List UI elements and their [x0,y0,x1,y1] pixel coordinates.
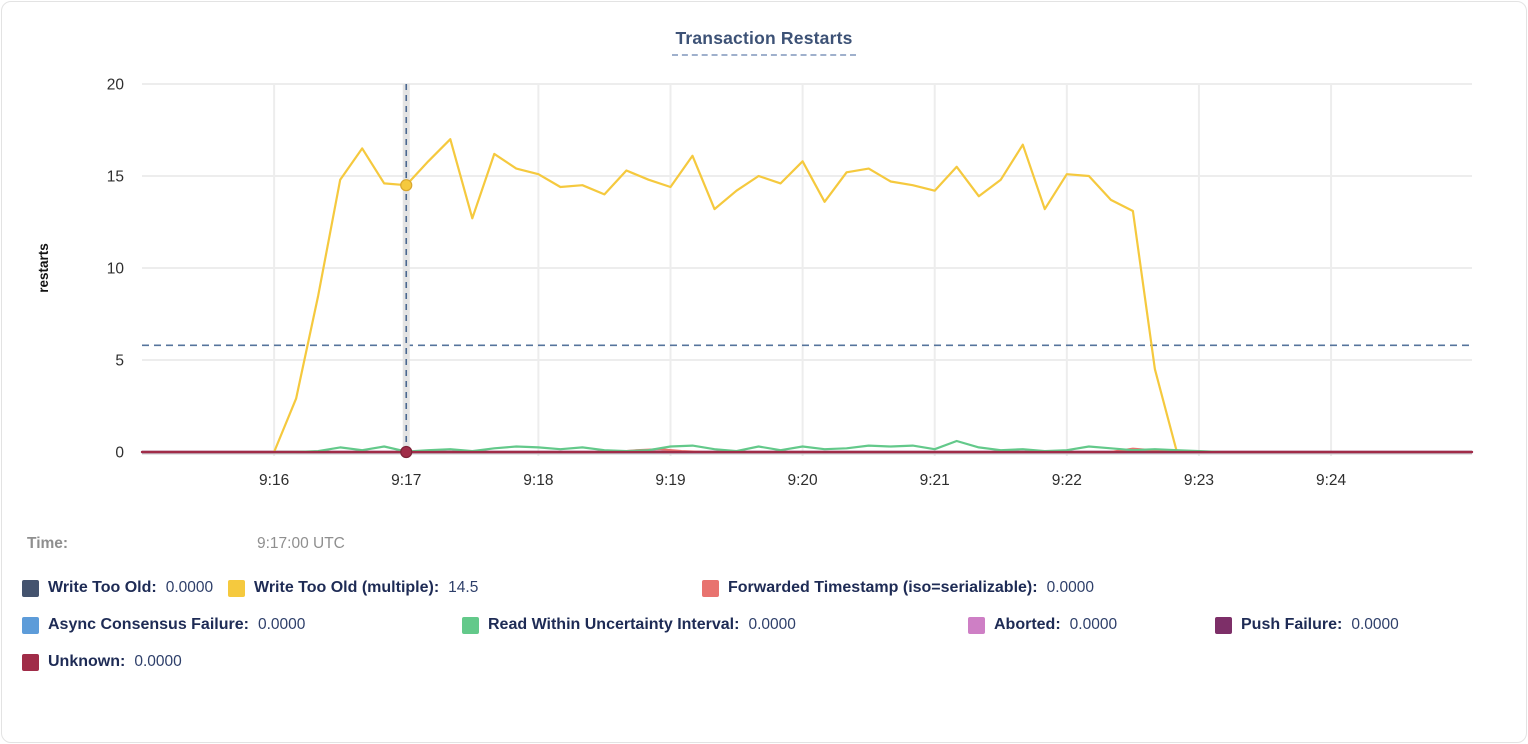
time-label: Time: [27,535,69,552]
time-value: 9:17:00 UTC [257,535,345,552]
legend-value: 0.0000 [1069,616,1118,633]
chart-title: Transaction Restarts [672,28,856,56]
legend-swatch-icon [22,579,39,597]
x-tick-label: 9:22 [1052,472,1082,489]
x-tick-label: 9:16 [259,472,289,489]
y-tick-label: 5 [115,353,124,370]
y-tick-label: 15 [107,169,124,186]
chart-title-wrap: Transaction Restarts [2,28,1526,56]
series-line-write-too-old-multiple [273,138,1179,454]
legend-row: Unknown: 0.0000 [22,653,1526,671]
legend-swatch-icon [702,579,719,597]
legend-swatch-icon [228,579,245,597]
legend-row: Async Consensus Failure: 0.0000 Read Withi… [22,616,1526,634]
legend-swatch-icon [462,616,479,634]
legend-item-unknown: Unknown: 0.0000 [22,653,182,671]
legend-label: Aborted: [994,616,1061,633]
legend-value: 0.0000 [257,616,306,633]
legend-value: 14.5 [448,579,479,596]
legend-value: 0.0000 [1351,616,1399,633]
chart-legend: Write Too Old: 0.0000 Write Too Old (multi… [22,579,1526,671]
legend-value: 0.0000 [748,616,796,633]
x-tick-label: 9:23 [1184,472,1214,489]
series-line-read-within-uncertainty-interval [273,439,1223,454]
legend-item-write-too-old-multiple: Write Too Old (multiple): 14.5 [228,579,702,597]
hover-time-row: Time: 9:17:00 UTC [27,535,1526,553]
legend-label: Forwarded Timestamp (iso=serializable): [728,579,1038,596]
legend-item-push-failure: Push Failure: 0.0000 [1215,616,1399,634]
y-axis-label: restarts [36,243,51,293]
legend-label: Push Failure: [1241,616,1343,633]
crosshair-dot-write-too-old-multiple [400,179,413,192]
legend-label: Write Too Old: [48,579,157,596]
y-tick-label: 20 [107,77,125,94]
x-tick-label: 9:17 [391,472,421,489]
y-tick-label: 0 [115,445,124,462]
legend-label: Unknown: [48,653,126,670]
legend-swatch-icon [968,616,985,634]
crosshair-band [402,84,410,452]
x-tick-label: 9:19 [655,472,685,489]
legend-value: 0.0000 [134,653,182,670]
legend-swatch-icon [1215,616,1232,634]
legend-row: Write Too Old: 0.0000 Write Too Old (multi… [22,579,1526,597]
legend-item-forwarded-timestamp-iso-serializable: Forwarded Timestamp (iso=serializable): 0… [702,579,1094,597]
x-tick-label: 9:18 [523,472,553,489]
legend-label: Write Too Old (multiple): [254,579,440,596]
legend-item-read-within-uncertainty-interval: Read Within Uncertainty Interval: 0.0000 [462,616,968,634]
transaction-restarts-chart[interactable]: 0 5 10 15 20 9:16 9:17 9:18 9:19 9:20 9:21 9:22 9:23… [2,2,1527,507]
legend-value: 0.0000 [165,579,214,596]
crosshair-dot-unknown [400,445,413,459]
x-tick-label: 9:20 [788,472,819,489]
legend-label: Read Within Uncertainty Interval: [488,616,740,633]
legend-swatch-icon [22,616,39,634]
legend-value: 0.0000 [1046,579,1094,596]
legend-item-write-too-old: Write Too Old: 0.0000 [22,579,228,597]
x-tick-label: 9:21 [920,472,950,489]
x-tick-label: 9:24 [1316,472,1347,489]
legend-item-aborted: Aborted: 0.0000 [968,616,1215,634]
legend-swatch-icon [22,653,39,671]
legend-label: Async Consensus Failure: [48,616,249,633]
legend-item-async-consensus-failure: Async Consensus Failure: 0.0000 [22,616,462,634]
y-tick-label: 10 [107,261,125,278]
